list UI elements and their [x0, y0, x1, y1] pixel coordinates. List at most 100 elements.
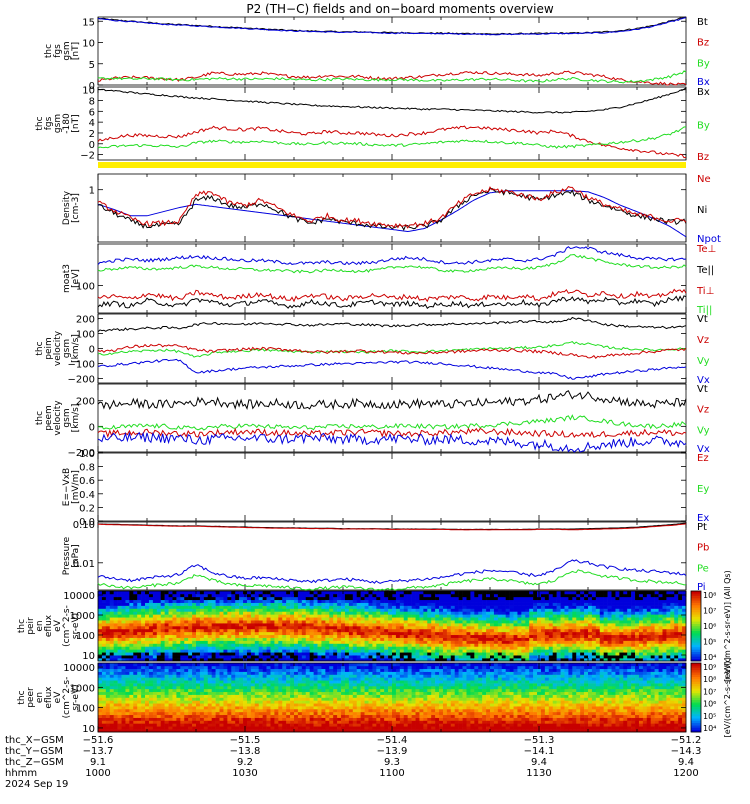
spectrogram-cell: [98, 606, 102, 609]
spectrogram-cell: [110, 672, 114, 675]
peer-spectrogram: [98, 663, 686, 732]
spectrogram-cell: [172, 606, 176, 609]
spectrogram-cell: [396, 652, 400, 655]
spectrogram-cell: [153, 703, 157, 706]
spectrogram-cell: [255, 600, 259, 603]
spectrogram-cell: [376, 609, 380, 612]
spectrogram-cell: [470, 617, 474, 620]
spectrogram-cell: [153, 652, 157, 655]
spectrogram-cell: [392, 644, 396, 647]
spectrogram-cell: [188, 606, 192, 609]
spectrogram-cell: [188, 692, 192, 695]
spectrogram-cell: [223, 712, 227, 715]
spectrogram-cell: [510, 614, 514, 617]
spectrogram-cell: [372, 649, 376, 652]
spectrogram-cell: [169, 675, 173, 678]
spectrogram-cell: [666, 617, 670, 620]
spectrogram-cell: [608, 632, 612, 635]
spectrogram-cell: [157, 712, 161, 715]
spectrogram-cell: [196, 638, 200, 641]
spectrogram-cell: [263, 617, 267, 620]
spectrogram-cell: [431, 655, 435, 658]
spectrogram-cell: [655, 623, 659, 626]
spectrogram-cell: [365, 606, 369, 609]
spectrogram-cell: [537, 606, 541, 609]
spectrogram-cell: [576, 629, 580, 632]
spectrogram-cell: [212, 617, 216, 620]
spectrogram-cell: [659, 597, 663, 600]
spectrogram-cell: [498, 626, 502, 629]
spectrogram-cell: [659, 617, 663, 620]
spectrogram-cell: [220, 669, 224, 672]
spectrogram-cell: [396, 635, 400, 638]
spectrogram-cell: [423, 635, 427, 638]
spectrogram-cell: [259, 655, 263, 658]
spectrogram-cell: [169, 700, 173, 703]
spectrogram-cell: [325, 611, 329, 614]
spectrogram-cell: [204, 706, 208, 709]
spectrogram-cell: [596, 638, 600, 641]
spectrogram-cell: [329, 609, 333, 612]
spectrogram-cell: [274, 591, 278, 594]
figure-title: P2 (TH−C) fields and on−board moments ov…: [246, 2, 554, 16]
spectrogram-cell: [149, 689, 153, 692]
spectrogram-cell: [192, 644, 196, 647]
peir-ytick-label: 10: [82, 651, 95, 662]
spectrogram-cell: [662, 655, 666, 658]
spectrogram-cell: [353, 594, 357, 597]
spectrogram-cell: [294, 652, 298, 655]
spectrogram-cell: [102, 677, 106, 680]
spectrogram-cell: [122, 706, 126, 709]
spectrogram-cell: [188, 623, 192, 626]
spectrogram-cell: [333, 591, 337, 594]
spectrogram-cell: [400, 591, 404, 594]
spectrogram-cell: [247, 695, 251, 698]
spectrogram-cell: [529, 644, 533, 647]
spectrogram-cell: [153, 611, 157, 614]
spectrogram-cell: [325, 620, 329, 623]
spectrogram-cell: [114, 689, 118, 692]
spectrogram-cell: [220, 677, 224, 680]
spectrogram-cell: [553, 591, 557, 594]
spectrogram-cell: [223, 698, 227, 701]
spectrogram-cell: [463, 620, 467, 623]
spectrogram-cell: [353, 614, 357, 617]
spectrogram-cell: [137, 635, 141, 638]
spectrogram-cell: [435, 638, 439, 641]
spectrogram-cell: [106, 620, 110, 623]
spectrogram-cell: [235, 609, 239, 612]
spectrogram-cell: [337, 600, 341, 603]
spectrogram-cell: [137, 695, 141, 698]
spectrogram-cell: [302, 649, 306, 652]
spectrogram-cell: [408, 638, 412, 641]
spectrogram-cell: [502, 635, 506, 638]
spectrogram-cell: [662, 632, 666, 635]
spectrogram-cell: [506, 611, 510, 614]
spectrogram-cell: [294, 609, 298, 612]
peem-legend-entry: Vz: [697, 405, 709, 416]
spectrogram-cell: [443, 606, 447, 609]
spectrogram-cell: [494, 606, 498, 609]
spectrogram-cell: [557, 611, 561, 614]
spectrogram-cell: [416, 594, 420, 597]
spectrogram-cell: [416, 641, 420, 644]
spectrogram-cell: [612, 641, 616, 644]
spectrogram-cell: [231, 617, 235, 620]
spectrogram-cell: [553, 620, 557, 623]
spectrogram-cell: [662, 617, 666, 620]
spectrogram-cell: [231, 715, 235, 718]
spectrogram-cell: [125, 626, 129, 629]
spectrogram-cell: [227, 686, 231, 689]
spectrogram-cell: [486, 638, 490, 641]
spectrogram-cell: [157, 620, 161, 623]
spectrogram-cell: [310, 626, 314, 629]
spectrogram-cell: [231, 632, 235, 635]
spectrogram-cell: [180, 623, 184, 626]
spectrogram-cell: [161, 638, 165, 641]
spectrogram-cell: [478, 635, 482, 638]
spectrogram-cell: [165, 700, 169, 703]
spectrogram-cell: [404, 638, 408, 641]
spectrogram-cell: [459, 594, 463, 597]
spectrogram-cell: [514, 641, 518, 644]
spectrogram-cell: [310, 611, 314, 614]
